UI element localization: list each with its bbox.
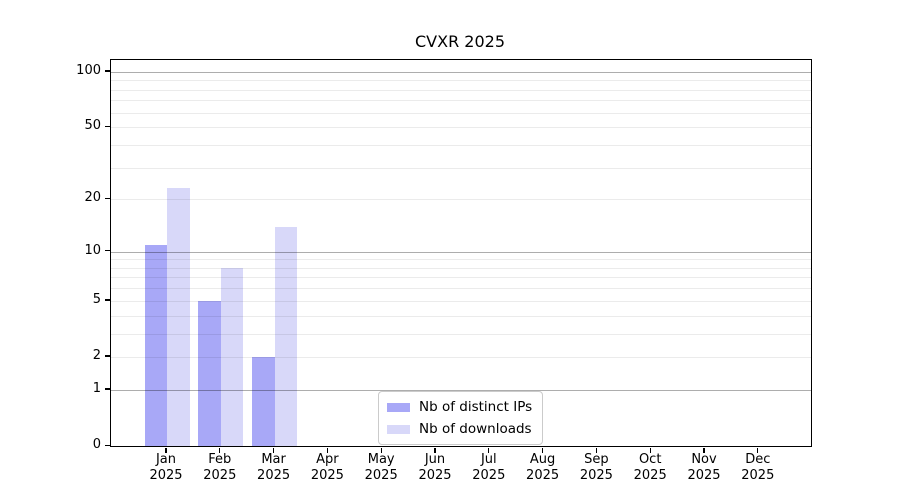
x-tick-mark [542, 448, 544, 453]
y-tick-mark [105, 299, 110, 301]
minor-gridline [111, 356, 811, 358]
x-tick-mark [595, 448, 598, 453]
x-tick-label-may: May 2025 [364, 452, 398, 483]
legend-swatch-downloads [387, 424, 410, 434]
minor-gridline [111, 315, 811, 317]
x-tick-mark [165, 448, 167, 453]
y-tick-label: 2 [92, 347, 101, 363]
plot-canvas [111, 60, 811, 446]
bar-distinct-ips-feb [198, 300, 221, 446]
y-tick-mark [105, 125, 110, 128]
minor-gridline [111, 127, 811, 129]
x-tick-label-apr: Apr 2025 [310, 452, 344, 483]
minor-gridline [111, 80, 811, 82]
y-tick-mark [105, 250, 110, 252]
major-gridline [111, 389, 811, 391]
bar-distinct-ips-jan [144, 244, 167, 446]
x-tick-label-feb: Feb 2025 [203, 452, 237, 483]
x-tick-mark [434, 448, 436, 453]
y-tick-label: 100 [76, 62, 101, 78]
y-tick-mark [105, 197, 110, 200]
legend-label-distinct-ips: Nb of distinct IPs [419, 398, 533, 415]
x-tick-label-sep: Sep 2025 [579, 452, 613, 483]
plot-area [110, 59, 812, 447]
minor-gridline [111, 144, 811, 146]
y-tick-mark [105, 388, 110, 390]
y-tick-label: 5 [92, 291, 101, 307]
y-tick-label: 50 [84, 118, 101, 134]
y-tick-mark [105, 444, 110, 446]
minor-gridline [111, 112, 811, 114]
x-tick-mark [219, 448, 221, 453]
bar-downloads-feb [220, 267, 244, 446]
x-tick-label-mar: Mar 2025 [257, 452, 291, 483]
x-tick-label-dec: Dec 2025 [741, 452, 775, 483]
x-tick-label-jul: Jul 2025 [472, 452, 506, 483]
y-tick-mark [105, 70, 110, 72]
y-tick-label: 1 [92, 380, 101, 396]
x-tick-mark [488, 448, 490, 453]
minor-gridline [111, 300, 811, 302]
x-tick-label-oct: Oct 2025 [633, 452, 667, 483]
x-tick-mark [380, 448, 382, 453]
x-tick-label-aug: Aug 2025 [526, 452, 560, 483]
legend-swatch-distinct-ips [387, 402, 410, 412]
minor-gridline [111, 199, 811, 201]
legend-label-downloads: Nb of downloads [419, 420, 532, 437]
y-tick-label: 0 [92, 437, 101, 452]
minor-gridline [111, 89, 811, 91]
x-tick-label-nov: Nov 2025 [687, 452, 721, 483]
y-tick-label: 10 [84, 242, 101, 258]
x-tick-mark [703, 448, 705, 453]
legend: Nb of distinct IPs Nb of downloads [378, 391, 544, 445]
major-gridline [111, 71, 811, 73]
minor-gridline [111, 288, 811, 290]
y-tick-mark [105, 355, 110, 357]
x-tick-label-jun: Jun 2025 [418, 452, 452, 483]
bar-downloads-mar [274, 226, 298, 446]
legend-row-distinct-ips: Nb of distinct IPs [387, 398, 532, 416]
minor-gridline [111, 100, 811, 102]
minor-gridline [111, 333, 811, 335]
legend-row-downloads: Nb of downloads [387, 420, 532, 438]
x-tick-mark [649, 448, 651, 453]
chart-title: CVXR 2025 [415, 32, 505, 51]
minor-gridline [111, 259, 811, 261]
x-tick-label-jan: Jan 2025 [149, 452, 183, 483]
bar-distinct-ips-mar [252, 356, 275, 446]
y-tick-label: 20 [84, 190, 101, 206]
x-tick-mark [757, 448, 759, 453]
x-tick-mark [326, 448, 329, 453]
minor-gridline [111, 277, 811, 279]
major-gridline [111, 251, 811, 253]
minor-gridline [111, 267, 811, 269]
minor-gridline [111, 167, 811, 169]
x-tick-mark [273, 448, 275, 453]
bar-downloads-jan [167, 188, 190, 446]
